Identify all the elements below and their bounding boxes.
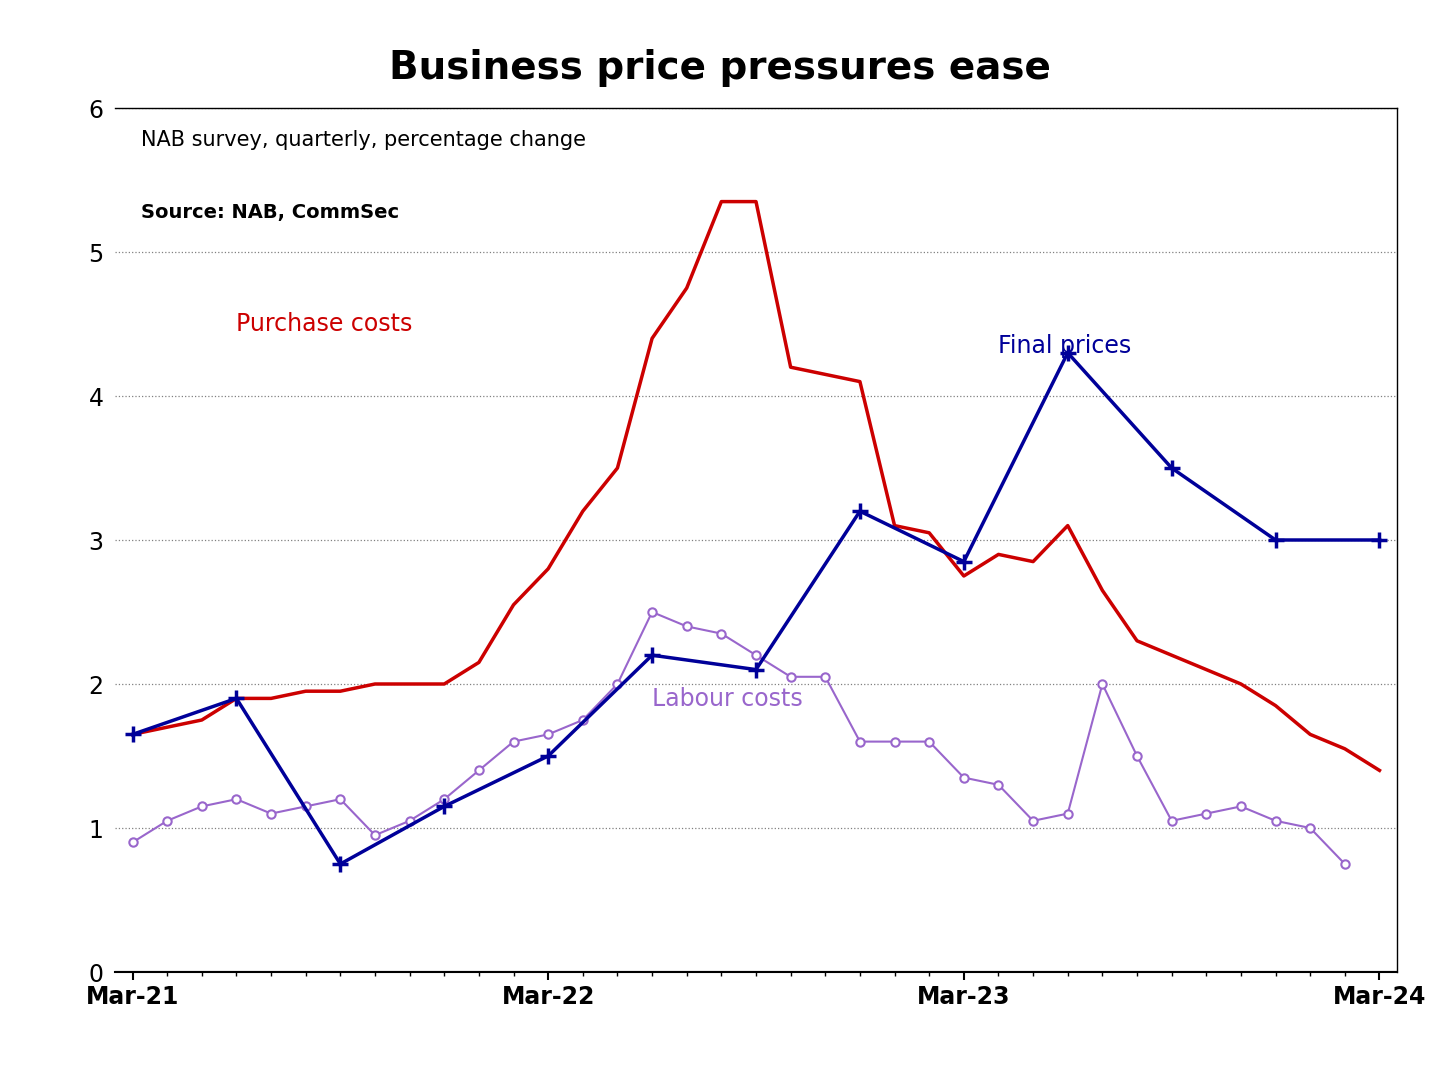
Text: Labour costs: Labour costs: [652, 687, 804, 711]
Text: NAB survey, quarterly, percentage change: NAB survey, quarterly, percentage change: [141, 130, 586, 150]
Text: Business price pressures ease: Business price pressures ease: [389, 49, 1051, 86]
Text: Source: NAB, CommSec: Source: NAB, CommSec: [141, 203, 399, 222]
Text: Final prices: Final prices: [998, 334, 1132, 357]
Text: Purchase costs: Purchase costs: [236, 312, 413, 336]
